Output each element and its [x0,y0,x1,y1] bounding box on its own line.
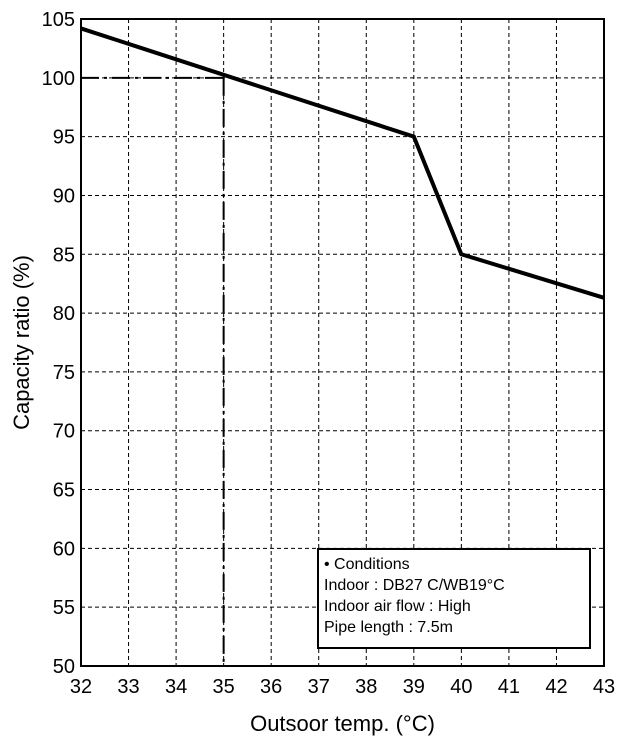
y-tick-label: 70 [53,421,75,443]
y-tick-label: 55 [53,597,75,619]
series-group [80,26,605,300]
conditions-title: • Conditions [324,556,410,573]
y-tick-label: 85 [53,244,75,266]
reference-lines [81,76,225,666]
x-tick-label: 35 [213,676,235,698]
y-tick-label: 105 [42,9,75,31]
x-tick-label: 37 [308,676,330,698]
conditions-indoor: Indoor : DB27 C/WB19°C [324,577,505,594]
y-tick-label: 100 [42,68,75,90]
conditions-pipe: Pipe length : 7.5m [324,619,453,636]
y-tick-label: 75 [53,362,75,384]
conditions-airflow: Indoor air flow : High [324,598,471,615]
x-tick-label: 39 [403,676,425,698]
y-tick-label: 90 [53,185,75,207]
x-axis-label: Outsoor temp. (°C) [250,711,435,736]
y-axis-label: Capacity ratio (%) [9,255,34,430]
x-tick-label: 43 [593,676,615,698]
x-tick-label: 40 [450,676,472,698]
x-tick-labels: 32 33 34 35 36 37 38 39 40 41 42 43 [70,676,615,698]
x-tick-label: 42 [545,676,567,698]
y-tick-labels: 50 55 60 65 70 75 80 85 90 95 100 105 [42,9,75,678]
x-tick-label: 32 [70,676,92,698]
x-tick-label: 33 [117,676,139,698]
x-tick-label: 41 [498,676,520,698]
grid [81,19,604,666]
x-tick-label: 36 [260,676,282,698]
y-tick-label: 65 [53,480,75,502]
x-tick-label: 38 [355,676,377,698]
y-tick-label: 80 [53,303,75,325]
x-tick-label: 34 [165,676,187,698]
y-tick-label: 50 [53,656,75,678]
y-tick-label: 95 [53,127,75,149]
conditions-box: • Conditions Indoor : DB27 C/WB19°C Indo… [317,548,591,649]
y-tick-label: 60 [53,538,75,560]
series-line [80,26,605,300]
plot-frame [80,18,605,667]
conditions-frame [317,548,591,649]
